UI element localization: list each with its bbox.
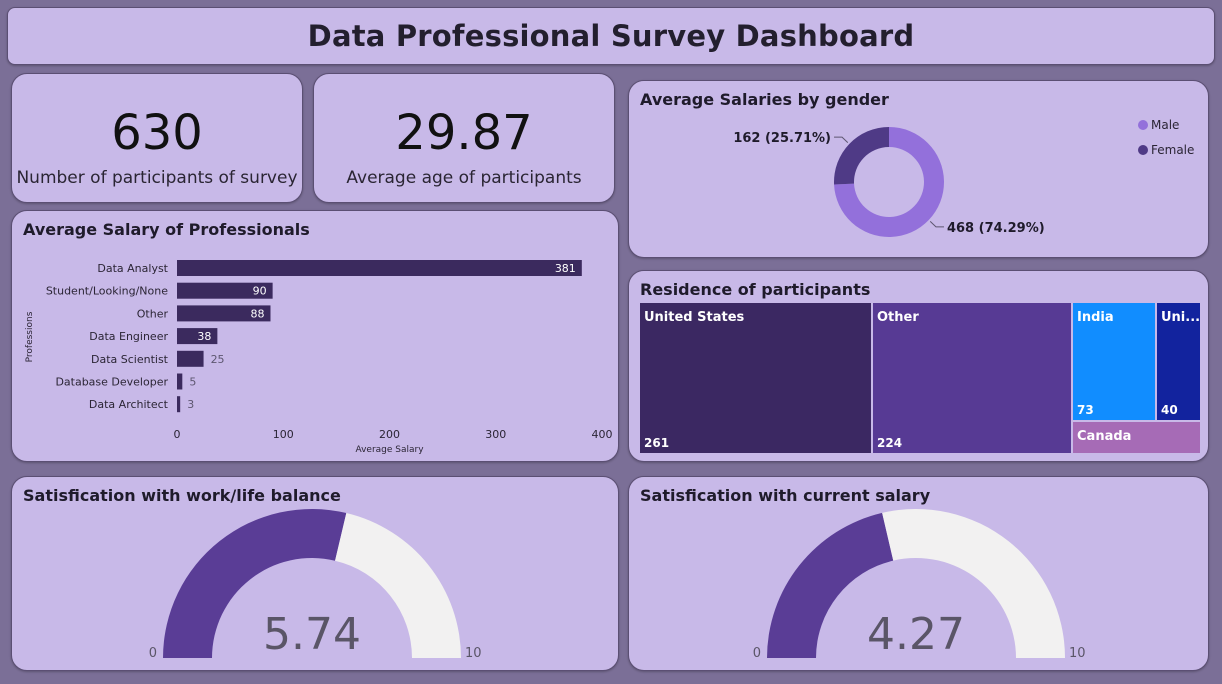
bar-category-label: Data Engineer [89,330,168,343]
gauge-value-label: 4.27 [867,609,965,660]
bar-data-label: 38 [197,330,211,343]
treemap-tile-label: Uni... [1161,310,1200,325]
treemap-tile-label: India [1077,310,1114,325]
salary-gauge-card[interactable]: Satisfication with current salary 4.27 0 1… [628,476,1209,671]
bar [177,396,180,412]
x-tick-label: 400 [592,428,613,441]
bar [177,260,582,276]
kpi-avg-age-label: Average age of participants [346,168,581,188]
salary-by-gender-chart: 468 (74.29%) 162 (25.71%) Male Female [629,81,1208,257]
residence-card[interactable]: Residence of participants United States 2… [628,270,1209,462]
bar-data-label: 5 [189,376,196,389]
kpi-participants-label: Number of participants of survey [16,168,297,188]
y-axis-label: Professions [25,311,35,362]
treemap-tile-value: 261 [644,436,669,450]
donut-data-label: 468 (74.29%) [947,221,1045,236]
donut-leader-line [834,137,848,143]
treemap-tile-value: 40 [1161,403,1178,417]
dashboard-header: Data Professional Survey Dashboard [7,7,1215,65]
bar-data-label: 88 [251,307,265,320]
x-tick-label: 300 [485,428,506,441]
gauge-min-label: 0 [753,646,761,661]
x-tick-label: 100 [273,428,294,441]
gauge-min-label: 0 [149,646,157,661]
bar-category-label: Data Scientist [91,353,169,366]
bar-category-label: Data Architect [89,398,169,411]
kpi-participants-value: 630 [111,104,203,162]
bar-data-label: 381 [555,262,576,275]
x-tick-label: 200 [379,428,400,441]
treemap-tile-label: Canada [1077,429,1131,444]
bar [177,351,204,367]
kpi-avg-age-card[interactable]: 29.87 Average age of participants [313,73,615,203]
x-tick-label: 0 [174,428,181,441]
donut-leader-line [930,221,944,227]
worklife-gauge-card[interactable]: Satisfication with work/life balance 5.7… [11,476,619,671]
donut-slice-female [834,127,889,184]
bar-data-label: 90 [253,285,267,298]
bar [177,374,182,390]
dashboard-title: Data Professional Survey Dashboard [308,19,915,53]
kpi-avg-age-value: 29.87 [395,104,532,162]
salary-by-gender-card[interactable]: Average Salaries by gender 468 (74.29%) 1… [628,80,1209,258]
legend-marker-male [1138,120,1148,130]
treemap-tile [873,303,1071,453]
salary-by-profession-card[interactable]: Average Salary of Professionals Data Ana… [11,210,619,462]
gauge-max-label: 10 [465,646,482,661]
legend-label-female: Female [1151,143,1194,157]
legend-marker-female [1138,145,1148,155]
salary-gauge-chart: 4.27 0 10 [629,477,1208,670]
salary-by-profession-chart: Data Analyst 381 Student/Looking/None 90 Oth… [12,211,618,461]
gauge-max-label: 10 [1069,646,1086,661]
x-axis-label: Average Salary [355,445,424,455]
bar-category-label: Data Analyst [97,262,168,275]
kpi-participants-card[interactable]: 630 Number of participants of survey [11,73,303,203]
treemap-tile-value: 224 [877,436,902,450]
bar-category-label: Other [137,307,169,320]
treemap-tile-value: 73 [1077,403,1094,417]
treemap-tile-label: Other [877,310,919,325]
bar-category-label: Database Developer [55,376,168,389]
treemap-tile-label: United States [644,310,745,325]
legend-label-male: Male [1151,118,1179,132]
worklife-gauge-chart: 5.74 0 10 [12,477,618,670]
bar-category-label: Student/Looking/None [46,285,168,298]
donut-data-label: 162 (25.71%) [733,131,831,146]
bar-data-label: 25 [211,353,225,366]
treemap-tile [640,303,871,453]
residence-treemap: United States 261 Other 224 India 73 Uni... 40 C… [629,271,1208,461]
gauge-value-label: 5.74 [263,609,361,660]
bar-data-label: 3 [187,398,194,411]
